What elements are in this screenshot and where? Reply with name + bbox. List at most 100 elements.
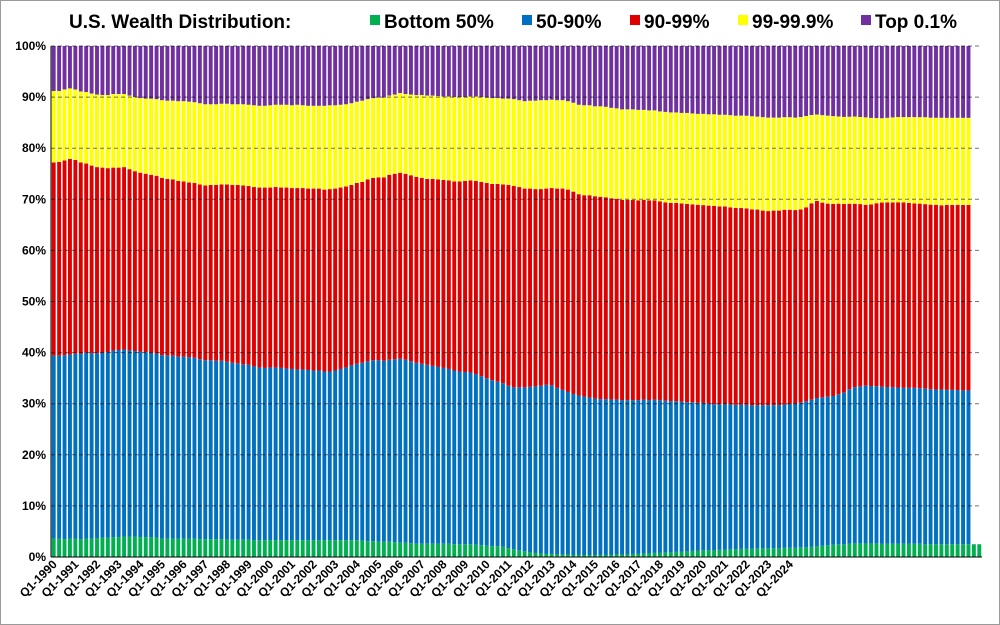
bar-segment (944, 389, 949, 545)
bar-segment (750, 209, 754, 406)
bar-segment (587, 554, 592, 557)
bar-segment (652, 200, 657, 400)
bar-segment (73, 159, 78, 354)
bar-segment (181, 181, 186, 357)
bar-segment (403, 542, 408, 557)
bar-segment (879, 46, 884, 119)
bar-segment (105, 352, 110, 538)
bar-segment (322, 105, 327, 190)
bar-segment (484, 46, 489, 98)
bar-segment (127, 95, 132, 170)
bar-segment (787, 547, 792, 557)
bar-segment (755, 209, 760, 406)
bar-segment (349, 46, 354, 104)
bar-segment (793, 403, 798, 548)
bar-segment (495, 381, 500, 547)
bar-segment (966, 390, 971, 545)
bar-segment (214, 46, 219, 105)
bar-segment (679, 401, 684, 552)
bar-segment (506, 385, 511, 549)
bar-segment (392, 542, 397, 557)
bar-segment (403, 359, 408, 543)
bar-segment (446, 543, 451, 557)
bar-segment (733, 549, 738, 557)
bar-segment (549, 385, 554, 554)
bar-segment (609, 107, 614, 199)
bar-segment (609, 399, 614, 555)
bar-segment (869, 543, 873, 557)
bar-segment (127, 46, 132, 96)
bar-segment (170, 100, 175, 180)
bar-segment (755, 548, 760, 557)
bar-segment (939, 544, 944, 557)
bar-segment (701, 46, 706, 114)
bar-segment (181, 46, 186, 102)
bar-segment (863, 385, 868, 544)
bar-segment (820, 397, 825, 546)
bar-segment (333, 370, 338, 541)
bar-segment (300, 369, 305, 541)
bar-segment (906, 46, 911, 118)
bar-segment (160, 100, 164, 178)
bar-segment (571, 393, 576, 555)
bar-segment (717, 46, 722, 115)
bar-segment (284, 187, 289, 369)
bar-segment (555, 100, 560, 189)
bar-segment (901, 543, 906, 557)
bar-segment (403, 94, 408, 174)
bar-segment (533, 100, 538, 190)
bar-segment (414, 543, 419, 557)
bar-segment (966, 46, 971, 118)
bar-segment (912, 387, 917, 544)
bar-segment (246, 364, 251, 540)
bar-segment (89, 165, 94, 354)
bar-segment (170, 179, 175, 356)
bar-segment (252, 366, 256, 541)
y-tick-label: 80% (22, 141, 46, 155)
bar-segment (127, 536, 132, 557)
bar-segment (674, 202, 679, 402)
bar-segment (593, 106, 597, 197)
bar-segment (782, 209, 787, 405)
bar-segment (176, 101, 181, 181)
bar-segment (62, 46, 67, 90)
bar-segment (387, 174, 392, 360)
bar-segment (95, 353, 99, 539)
bar-segment (501, 46, 505, 99)
bar-segment (944, 117, 949, 205)
bar-segment (105, 537, 110, 557)
bar-segment (863, 117, 868, 205)
bar-segment (955, 204, 960, 391)
bar-segment (392, 359, 397, 543)
bar-segment (160, 538, 164, 557)
bar-segment (84, 163, 89, 353)
bar-segment (766, 46, 771, 118)
bar-segment (241, 185, 246, 365)
bar-segment (463, 180, 468, 373)
bar-segment (836, 203, 841, 395)
bar-segment (944, 46, 949, 118)
bar-segment (203, 360, 208, 540)
bar-segment (879, 202, 884, 387)
bar-segment (495, 98, 500, 184)
bar-segment (955, 390, 960, 545)
bar-segment (116, 46, 121, 95)
bar-segment (154, 353, 159, 538)
bar-segment (706, 114, 711, 206)
bar-segment (387, 95, 392, 175)
bar-segment (197, 539, 202, 557)
bar-segment (771, 46, 776, 118)
bar-segment (777, 46, 781, 118)
bar-segment (923, 204, 928, 389)
bar-segment (473, 96, 478, 181)
bar-segment (446, 96, 451, 181)
bar-segment (392, 94, 397, 174)
bar-segment (706, 550, 711, 557)
bar-segment (230, 46, 235, 105)
bar-segment (571, 554, 576, 557)
bar-segment (262, 105, 267, 188)
bar-segment (100, 46, 105, 96)
bar-segment (441, 46, 446, 97)
bar-segment (885, 543, 890, 557)
